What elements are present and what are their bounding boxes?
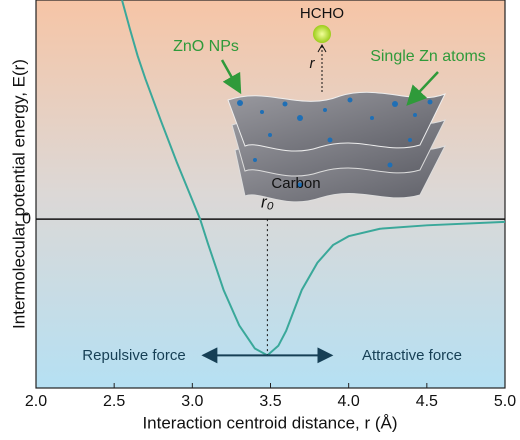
- x-tick-label: 4.5: [416, 393, 438, 410]
- x-tick-label: 2.0: [25, 393, 47, 410]
- r0-label: r₀: [261, 193, 274, 212]
- annotation: Repulsive force: [82, 347, 185, 364]
- x-tick-label: 5.0: [494, 393, 516, 410]
- x-tick-label: 3.5: [259, 393, 281, 410]
- annotation: Carbon: [271, 175, 320, 192]
- x-tick-label: 3.0: [181, 393, 203, 410]
- zn-atoms: [237, 97, 433, 188]
- pointer: [406, 71, 439, 106]
- y-axis-label: Intermolecular potential energy, E(r): [9, 59, 28, 329]
- hcho-molecule: [313, 25, 331, 43]
- annotation: r: [310, 55, 316, 72]
- pointer: [220, 59, 242, 95]
- x-tick-label: 4.0: [338, 393, 360, 410]
- carbon-sheet: [227, 91, 447, 152]
- annotation: Attractive force: [362, 347, 462, 364]
- x-tick-label: 2.5: [103, 393, 125, 410]
- potential-curve: [121, 0, 506, 357]
- annotation: ZnO NPs: [173, 38, 239, 55]
- x-axis-label: Interaction centroid distance, r (Å): [142, 413, 397, 432]
- y-tick-label: 0: [22, 210, 31, 227]
- annotation: Single Zn atoms: [370, 48, 486, 65]
- arrow-head: [317, 43, 327, 53]
- annotation: HCHO: [300, 5, 344, 22]
- inset-illustration: [220, 25, 447, 203]
